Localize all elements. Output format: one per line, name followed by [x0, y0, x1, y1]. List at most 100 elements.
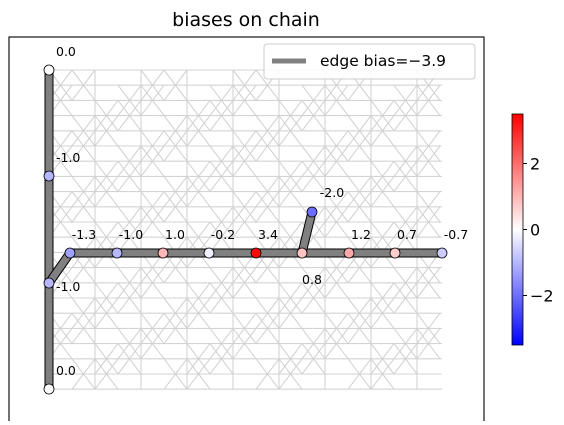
- background-edge-113: [140, 206, 165, 238]
- chart-title: biases on chain: [172, 9, 320, 31]
- node-label-h4: -0.2: [211, 227, 235, 242]
- chain-edge-h6-br: [297, 210, 317, 255]
- background-edge-105: [140, 84, 165, 116]
- node-label-t1: -1.0: [56, 150, 80, 165]
- background-edge-145: [186, 115, 211, 147]
- background-edge-225: [278, 115, 303, 147]
- node-label-h9: -0.7: [444, 227, 468, 242]
- background-edge-152: [186, 221, 211, 253]
- background-edge-192: [232, 191, 257, 223]
- background-edge-96: [117, 267, 142, 299]
- background-edge-286: [347, 115, 372, 147]
- background-edge-325: [393, 100, 418, 132]
- background-edge-165: [209, 100, 234, 132]
- background-edge-169: [209, 160, 234, 192]
- background-edge-160: [186, 343, 211, 375]
- background-edge-200: [232, 312, 257, 344]
- background-edge-85: [117, 100, 142, 132]
- background-edge-117: [140, 267, 165, 299]
- background-edge-218: [255, 297, 280, 329]
- background-edge-241: [278, 358, 303, 390]
- background-edge-84: [117, 84, 142, 116]
- background-edge-273: [324, 206, 349, 238]
- background-edge-59: [71, 312, 96, 344]
- background-edge-232: [278, 221, 303, 253]
- background-edge-161: [186, 358, 211, 390]
- background-edge-180: [209, 328, 234, 360]
- legend: edge bias=−3.9: [263, 43, 476, 80]
- chain-edge-j-h1: [45, 250, 74, 286]
- background-edge-280: [324, 312, 349, 344]
- background-edge-81: [94, 358, 119, 390]
- background-edge-256: [301, 267, 326, 299]
- background-edge-291: [347, 191, 372, 223]
- node-label-br: -2.0: [320, 185, 344, 200]
- background-edge-131: [163, 191, 188, 223]
- background-edge-248: [301, 145, 326, 177]
- background-edge-309: [370, 176, 395, 208]
- background-edge-72: [94, 221, 119, 253]
- background-edge-229: [278, 176, 303, 208]
- background-edge-349: [416, 145, 441, 177]
- chain-node-h6: [296, 247, 308, 259]
- background-edge-249: [301, 160, 326, 192]
- background-edge-127: [163, 130, 188, 162]
- background-edge-176: [209, 267, 234, 299]
- background-edge-321: [370, 358, 395, 390]
- background-edge-109: [140, 145, 165, 177]
- background-edge-47: [71, 130, 96, 162]
- background-edge-101: [117, 343, 142, 375]
- background-edge-305: [370, 115, 395, 147]
- node-label-h2: -1.0: [119, 227, 143, 242]
- node-label-h8: 0.7: [397, 227, 417, 242]
- node-label-h6: 0.8: [302, 272, 322, 287]
- background-edge-108: [140, 130, 165, 162]
- background-edge-269: [324, 145, 349, 177]
- background-edge-157: [186, 297, 211, 329]
- background-edge-185: [232, 84, 257, 116]
- background-edge-138: [163, 297, 188, 329]
- chain-node-t0: [43, 64, 55, 76]
- background-edge-149: [186, 176, 211, 208]
- colorbar: −2 0 2: [511, 113, 554, 346]
- chain-node-h1: [64, 247, 76, 259]
- background-edge-92: [117, 206, 142, 238]
- background-edge-261: [301, 343, 326, 375]
- background-edge-277: [324, 267, 349, 299]
- background-edge-112: [140, 191, 165, 223]
- background-edge-361: [416, 328, 441, 360]
- background-edge-207: [255, 130, 280, 162]
- background-edge-337: [393, 282, 418, 314]
- background-edge-97: [117, 282, 142, 314]
- background-edge-301: [347, 358, 372, 390]
- node-label-t0: 0.0: [56, 44, 76, 59]
- chain-node-h8: [389, 247, 401, 259]
- chain-node-h4: [203, 247, 215, 259]
- background-edge-181: [209, 343, 234, 375]
- background-edge-299: [347, 312, 372, 344]
- background-edge-206: [255, 115, 280, 147]
- background-edge-120: [140, 312, 165, 344]
- background-edge-211: [255, 191, 280, 223]
- background-edge-332: [393, 206, 418, 238]
- node-label-h1: -1.3: [72, 227, 96, 242]
- background-edge-89: [117, 160, 142, 192]
- background-edge-345: [416, 84, 441, 116]
- background-edge-104: [140, 69, 165, 101]
- chain-node-b0: [43, 383, 55, 395]
- background-edge-65: [94, 115, 119, 147]
- background-edge-308: [370, 160, 395, 192]
- colorbar-ticks: −2 0 2: [523, 155, 554, 306]
- background-edge-281: [324, 328, 349, 360]
- background-edge-260: [301, 328, 326, 360]
- background-edge-240: [278, 343, 303, 375]
- background-edge-144: [186, 100, 211, 132]
- background-edge-80: [94, 343, 119, 375]
- background-edge-328: [393, 145, 418, 177]
- background-edge-316: [370, 282, 395, 314]
- background-edge-340: [393, 328, 418, 360]
- background-edge-123: [163, 69, 188, 101]
- node-label-h5: 3.4: [258, 227, 278, 242]
- background-edge-265: [324, 84, 349, 116]
